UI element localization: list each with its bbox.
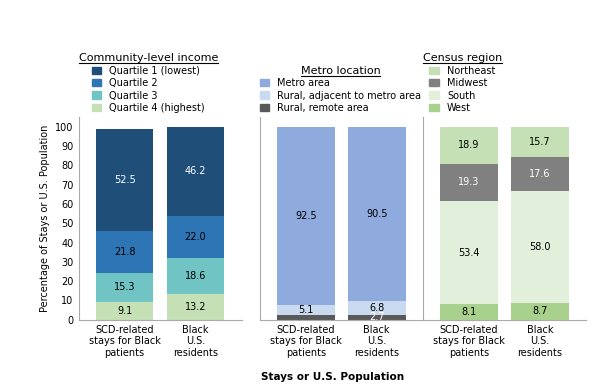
Y-axis label: Percentage of Stays or U.S. Population: Percentage of Stays or U.S. Population xyxy=(40,125,50,312)
Text: 53.4: 53.4 xyxy=(458,248,480,257)
Text: 5.1: 5.1 xyxy=(298,305,313,315)
Bar xyxy=(348,315,405,320)
Legend: Metro area, Rural, adjacent to metro area, Rural, remote area: Metro area, Rural, adjacent to metro are… xyxy=(260,66,421,113)
Text: 21.8: 21.8 xyxy=(114,246,135,257)
Bar xyxy=(96,302,153,320)
Bar xyxy=(96,230,153,273)
Text: 13.2: 13.2 xyxy=(185,302,206,312)
Text: 52.5: 52.5 xyxy=(114,175,135,185)
Bar xyxy=(167,127,224,216)
Legend: Quartile 1 (lowest), Quartile 2, Quartile 3, Quartile 4 (highest): Quartile 1 (lowest), Quartile 2, Quartil… xyxy=(79,53,218,113)
Bar xyxy=(511,157,568,191)
Bar xyxy=(440,304,498,320)
Text: 15.3: 15.3 xyxy=(114,282,135,292)
Text: 6.8: 6.8 xyxy=(369,303,384,313)
Bar xyxy=(167,259,224,294)
Bar xyxy=(440,164,498,201)
Text: 2.7: 2.7 xyxy=(369,312,384,322)
Text: 8.7: 8.7 xyxy=(532,307,547,316)
Legend: Northeast, Midwest, South, West: Northeast, Midwest, South, West xyxy=(423,53,502,113)
Bar xyxy=(511,303,568,320)
Text: 22.0: 22.0 xyxy=(185,232,207,242)
Text: 18.6: 18.6 xyxy=(185,271,206,281)
Text: 15.7: 15.7 xyxy=(529,137,551,147)
Text: 58.0: 58.0 xyxy=(529,242,550,252)
Text: 92.5: 92.5 xyxy=(295,211,316,221)
Bar xyxy=(167,216,224,259)
Bar xyxy=(277,315,335,320)
Text: 8.1: 8.1 xyxy=(461,307,477,317)
Text: 18.9: 18.9 xyxy=(458,140,480,151)
Text: 19.3: 19.3 xyxy=(458,177,480,187)
Text: 17.6: 17.6 xyxy=(529,169,550,179)
Bar xyxy=(96,273,153,302)
Text: 9.1: 9.1 xyxy=(117,306,132,316)
Bar xyxy=(167,294,224,320)
Bar xyxy=(511,127,568,157)
Bar xyxy=(277,305,335,315)
Bar xyxy=(96,129,153,230)
Bar xyxy=(348,301,405,315)
Bar xyxy=(511,191,568,303)
Bar xyxy=(440,127,498,164)
Bar xyxy=(440,201,498,304)
Bar xyxy=(348,127,405,301)
Bar xyxy=(277,127,335,305)
Text: 90.5: 90.5 xyxy=(366,209,387,219)
Text: 46.2: 46.2 xyxy=(185,166,206,176)
Text: Stays or U.S. Population: Stays or U.S. Population xyxy=(261,372,403,382)
